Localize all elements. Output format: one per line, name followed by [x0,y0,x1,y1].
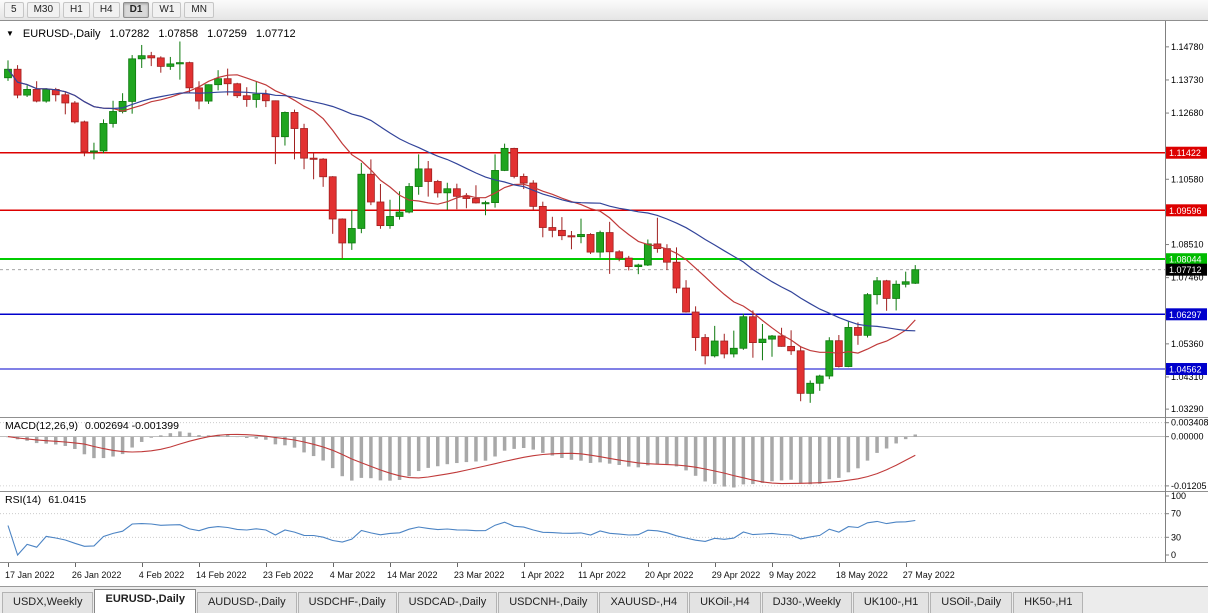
date-label: 26 Jan 2022 [71,570,122,580]
chart-tab[interactable]: XAUUSD-,H4 [599,592,689,613]
chart-tab[interactable]: DJ30-,Weekly [761,592,852,613]
svg-text:1.07712: 1.07712 [1169,265,1202,275]
date-tick [265,563,267,567]
chart-tab[interactable]: USDCHF-,Daily [297,592,397,613]
macd-tick-label: 0.00000 [1171,432,1204,442]
date-tick [523,563,525,567]
macd-tick-label: -0.01205 [1171,481,1207,491]
date-label: 4 Mar 2022 [329,570,376,580]
chart-tab[interactable]: USDCAD-,Daily [397,592,498,613]
date-label: 17 Jan 2022 [5,570,55,580]
timeframe-toolbar: 5 M30 H1 H4 D1 W1 MN [0,0,1208,21]
svg-text:1.04562: 1.04562 [1169,365,1202,375]
rsi-tick-label: 30 [1171,532,1181,542]
date-tick [141,563,143,567]
chart-tab[interactable]: USDX,Weekly [2,592,94,613]
date-label: 9 May 2022 [769,570,817,580]
chart-tab[interactable]: AUDUSD-,Daily [196,592,297,613]
timeframe-button-w1[interactable]: W1 [152,2,182,18]
chart-tab[interactable]: UKOil-,H4 [689,592,761,613]
date-tick [714,563,716,567]
timeframe-button-h1[interactable]: H1 [63,2,90,18]
chart-tab[interactable]: USOil-,Daily [930,592,1013,613]
date-tick [772,563,773,567]
macd-svg[interactable]: 0.003408 0.00000 -0.01205 [0,417,1208,491]
ma-slow [7,68,916,332]
date-tick [332,563,334,567]
date-tick [581,563,582,567]
ma-fast [7,68,916,354]
price-chart-panel[interactable]: 1.14780 1.13730 1.12680 1.10580 1.08510 1.074… [0,21,1208,417]
price-badge [1166,263,1207,276]
date-tick [905,563,907,567]
date-label: 23 Mar 2022 [453,570,505,580]
date-axis[interactable]: 17 Jan 2022 26 Jan 2022 4 Feb 2022 14 Feb 2… [0,562,1208,586]
date-tick [456,563,458,567]
timeframe-button-d1[interactable]: D1 [122,2,150,18]
date-label: 23 Feb 2022 [262,570,314,580]
date-label: 14 Feb 2022 [196,570,247,580]
date-label: 20 Apr 2022 [644,570,694,580]
price-tick-label: 1.14780 [1171,42,1204,52]
tab-bar: USDX,Weekly EURUSD-,Daily AUDUSD-,Daily USD… [0,586,1208,613]
chart-tab[interactable]: EURUSD-,Daily [94,589,196,613]
timeframe-button-h4[interactable]: H4 [92,2,120,18]
price-tick-label: 1.05360 [1171,339,1204,349]
price-badge [1166,146,1207,159]
macd-tick-label: 0.003408 [1171,418,1208,428]
svg-text:1.06297: 1.06297 [1169,310,1202,320]
price-tick-label: 1.12680 [1171,108,1204,118]
rsi-svg[interactable]: 100 70 30 0 [0,491,1208,562]
rsi-line [7,519,916,557]
date-label: 14 Mar 2022 [387,570,438,580]
price-tick-label: 1.13730 [1171,75,1204,85]
date-tick [8,563,9,567]
rsi-tick-label: 70 [1171,509,1181,519]
date-label: 4 Feb 2022 [138,570,185,580]
date-tick [199,563,200,567]
svg-text:1.08044: 1.08044 [1169,255,1202,265]
rsi-tick-label: 100 [1171,491,1186,501]
timeframe-button-mn[interactable]: MN [184,2,214,18]
svg-text:1.11422: 1.11422 [1169,148,1201,158]
date-tick [838,563,840,567]
price-tick-label: 1.08510 [1171,240,1204,250]
date-tick [647,563,649,567]
date-label: 11 Apr 2022 [578,570,626,580]
price-badge [1166,308,1207,321]
date-label: 29 Apr 2022 [711,570,761,580]
chart-tab[interactable]: USDCNH-,Daily [498,592,599,613]
timeframe-button-m30[interactable]: M30 [26,2,61,18]
price-badge [1166,363,1207,376]
price-badge [1166,253,1207,266]
chart-tab[interactable]: HK50-,H1 [1013,592,1084,613]
date-label: 1 Apr 2022 [520,570,565,580]
date-tick [390,563,391,567]
date-label: 27 May 2022 [902,570,955,580]
price-tick-label: 1.07460 [1171,273,1204,283]
rsi-tick-label: 0 [1171,550,1176,560]
svg-text:1.09596: 1.09596 [1169,206,1202,216]
date-tick [74,563,76,567]
price-badge [1166,204,1207,217]
price-chart-svg[interactable]: 1.14780 1.13730 1.12680 1.10580 1.08510 1.074… [0,21,1208,417]
chart-tab[interactable]: UK100-,H1 [852,592,930,613]
candles [4,41,920,403]
timeframe-button-5[interactable]: 5 [4,2,24,18]
date-label: 18 May 2022 [835,570,888,580]
macd-panel[interactable]: 0.003408 0.00000 -0.01205 MACD(12,26,9) 0.… [0,417,1208,491]
macd-signal-line [7,433,916,485]
rsi-panel[interactable]: 100 70 30 0 RSI(14) 61.0415 [0,491,1208,562]
price-tick-label: 1.04310 [1171,372,1204,382]
price-tick-label: 1.10580 [1171,174,1204,184]
price-tick-label: 1.03290 [1171,404,1204,414]
